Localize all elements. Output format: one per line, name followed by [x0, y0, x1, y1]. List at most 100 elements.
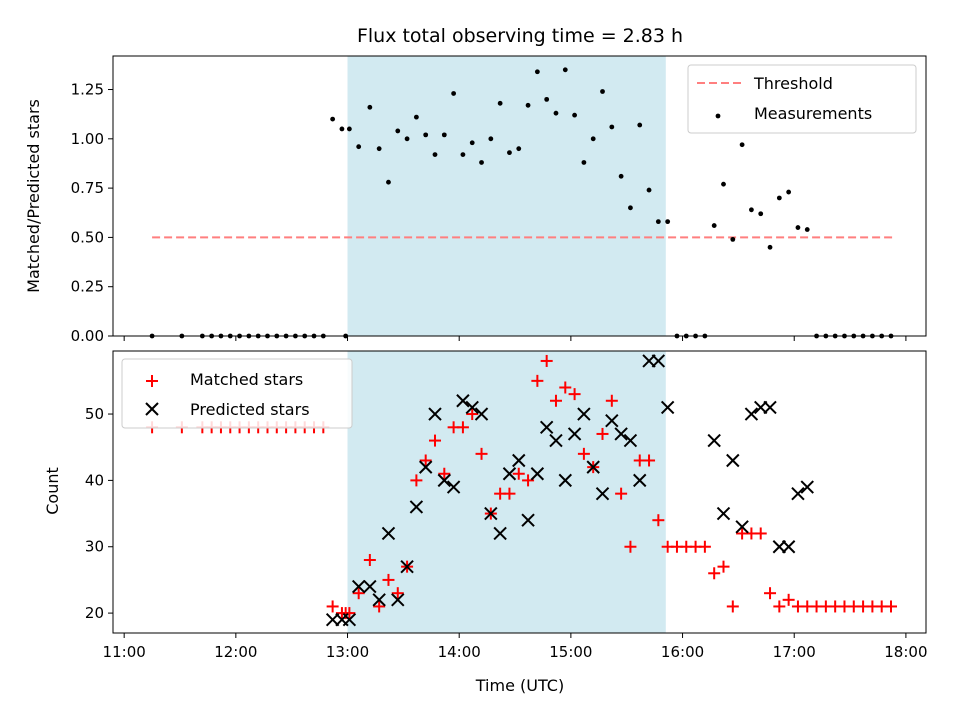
- matched-stars-point: [773, 600, 786, 613]
- ratio-marks: [149, 67, 894, 339]
- matched-stars-point: [754, 527, 767, 540]
- matched-stars-point: [782, 593, 795, 606]
- measurements-point: [665, 219, 671, 225]
- measurements-point: [637, 122, 643, 128]
- measurements-point: [460, 152, 466, 157]
- predicted-stars-point: [791, 486, 805, 501]
- matched-stars-point: [419, 454, 432, 467]
- measurements-point: [804, 227, 810, 232]
- measurements-point: [786, 189, 792, 195]
- x-tick-label: 13:00: [326, 643, 369, 661]
- predicted-stars-point: [577, 407, 591, 421]
- predicted-stars-point: [391, 593, 405, 607]
- matched-stars-point: [512, 467, 525, 480]
- measurements-point: [628, 205, 633, 211]
- predicted-stars-point: [660, 400, 675, 415]
- legend-matched-label: Matched stars: [190, 370, 303, 389]
- count-y-ticks: 20 30 40 50: [85, 405, 113, 622]
- matched-stars-point: [410, 474, 423, 487]
- measurements-point: [776, 195, 782, 201]
- measurements-point: [479, 160, 484, 165]
- measurements-point: [346, 126, 352, 132]
- measurements-point: [758, 211, 764, 217]
- measurements-point: [330, 116, 336, 122]
- predicted-stars-point: [465, 400, 479, 415]
- ratio-legend: Threshold Measurements: [687, 64, 917, 134]
- observing-span-top: [347, 56, 666, 336]
- ratio-legend-box: [687, 64, 917, 134]
- matched-stars-point: [352, 587, 365, 600]
- ratio-y-axis-label: Matched/Predicted stars: [24, 99, 43, 293]
- predicted-stars-point: [726, 453, 740, 468]
- chart-title: Flux total observing time = 2.83 h: [357, 25, 683, 47]
- measurements-point: [618, 173, 624, 179]
- predicted-stars-point: [493, 526, 507, 541]
- matched-stars-point: [456, 421, 469, 434]
- matched-stars-point: [549, 394, 562, 407]
- legend-threshold-label: Threshold: [753, 74, 833, 93]
- x-tick-label: 18:00: [884, 643, 927, 661]
- matched-stars-point: [568, 388, 581, 401]
- y-tick-label: 1.00: [71, 130, 104, 148]
- measurements-point: [525, 102, 531, 108]
- predicted-stars-point: [530, 467, 545, 481]
- matched-stars-point: [531, 374, 544, 387]
- matched-stars-point: [615, 487, 628, 500]
- predicted-stars-point: [428, 407, 442, 421]
- predicted-stars-point: [512, 453, 526, 468]
- predicted-stars-point: [605, 413, 619, 428]
- predicted-stars-point: [363, 579, 377, 594]
- legend-measurements-swatch: [715, 113, 721, 119]
- measurements-point: [544, 96, 550, 102]
- predicted-stars-point: [781, 540, 796, 554]
- predicted-stars-point: [381, 526, 396, 541]
- observing-span-bottom: [347, 351, 666, 633]
- legend-matched-swatch: [146, 375, 158, 387]
- measurements-point: [655, 219, 661, 225]
- measurements-point: [441, 132, 447, 138]
- predicted-stars-point: [342, 613, 357, 627]
- predicted-stars-point: [614, 427, 628, 441]
- predicted-stars-point: [623, 433, 638, 448]
- matched-stars-point: [717, 560, 730, 573]
- matched-stars-point: [326, 600, 339, 613]
- predicted-stars-point: [484, 506, 498, 521]
- measurements-point: [730, 236, 736, 242]
- measurements-point: [581, 160, 587, 165]
- matched-stars-point: [698, 540, 711, 553]
- measurements-point: [488, 136, 494, 142]
- predicted-stars-point: [502, 467, 517, 481]
- measurements-point: [767, 244, 773, 250]
- count-legend: Matched stars Predicted stars: [121, 358, 353, 429]
- predicted-stars-point: [437, 473, 452, 488]
- matched-stars-point: [577, 447, 590, 460]
- measurements-point: [562, 67, 568, 73]
- predicted-stars-point: [633, 473, 647, 488]
- matched-stars-point: [652, 514, 665, 527]
- measurements-point: [739, 142, 745, 148]
- measurements-point: [339, 126, 345, 132]
- y-tick-label: 30: [85, 538, 104, 556]
- measurements-point: [711, 223, 717, 228]
- predicted-stars-point: [456, 394, 470, 408]
- matched-stars-point: [764, 587, 777, 600]
- predicted-stars-point: [567, 427, 582, 441]
- predicted-stars-point: [744, 407, 759, 421]
- measurements-point: [646, 187, 652, 193]
- x-tick-label: 14:00: [438, 643, 481, 661]
- count-axes-frame: [112, 350, 927, 634]
- matched-stars-point: [373, 600, 386, 613]
- ratio-x-ticks: [123, 336, 907, 341]
- measurements-point: [572, 112, 577, 118]
- predicted-stars-point: [735, 520, 749, 534]
- matched-stars-point: [428, 434, 441, 447]
- predicted-stars-point: [474, 407, 489, 421]
- matched-stars-point: [540, 354, 553, 367]
- y-tick-label: 0.25: [71, 278, 104, 296]
- matched-stars-point: [708, 567, 721, 580]
- matched-stars-point: [343, 607, 356, 620]
- legend-measurements-label: Measurements: [754, 104, 872, 123]
- measurements-point: [451, 91, 457, 96]
- predicted-stars-point: [800, 480, 814, 494]
